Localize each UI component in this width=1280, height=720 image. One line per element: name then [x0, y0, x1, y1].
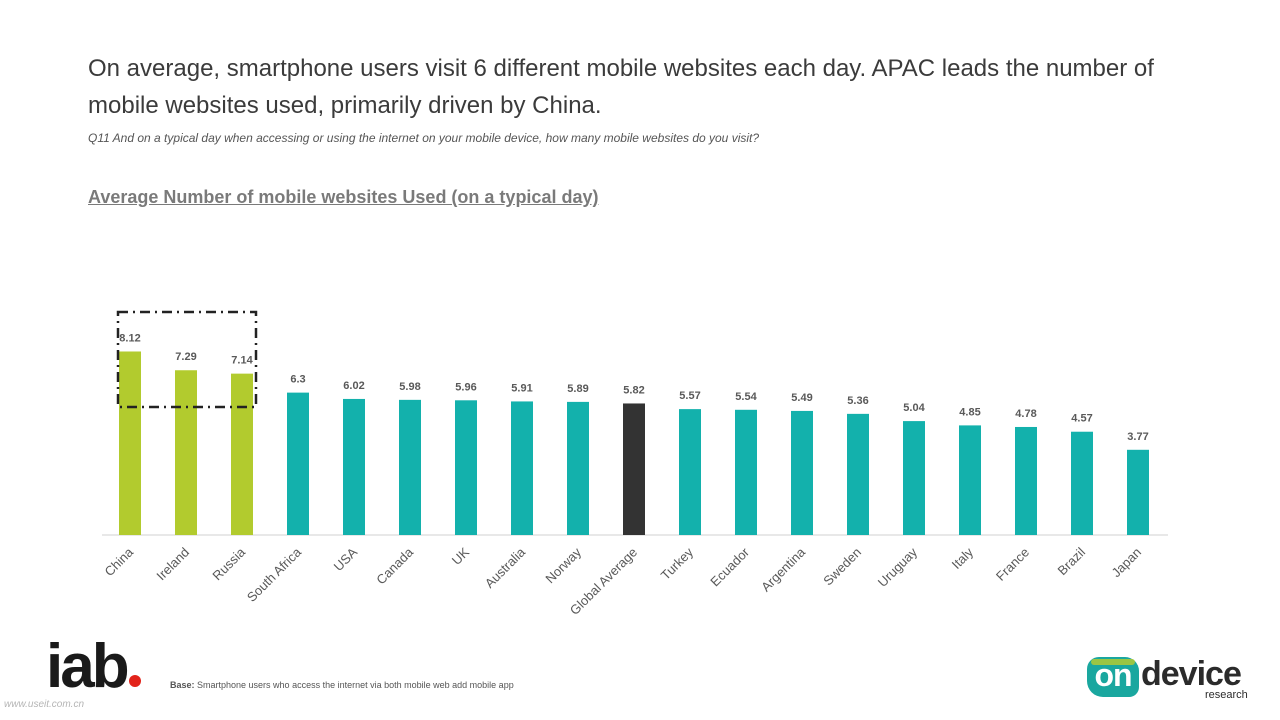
page-headline: On average, smartphone users visit 6 dif… [88, 55, 1154, 119]
bar-uk [455, 400, 477, 535]
category-label-brazil: Brazil [1055, 544, 1089, 578]
iab-logo-dot [128, 675, 141, 687]
data-label-uruguay: 5.04 [903, 402, 925, 414]
bar-norway [567, 401, 589, 535]
base-note: Base: Smartphone users who access the in… [170, 680, 514, 690]
category-label-uk: UK [449, 544, 473, 568]
data-label-global-average: 5.82 [623, 384, 644, 396]
category-label-ecuador: Ecuador [707, 544, 752, 589]
category-label-sweden: Sweden [820, 545, 864, 589]
data-label-turkey: 5.57 [679, 390, 700, 402]
bar-china [119, 351, 141, 535]
watermark: www.useit.com.cn [4, 699, 85, 710]
base-note-text: Smartphone users who access the internet… [194, 680, 514, 690]
data-label-south-africa: 6.3 [290, 374, 305, 386]
bar-ireland [175, 370, 197, 535]
ondevice-logo-badge: on [1087, 657, 1139, 697]
highlight-box [116, 310, 258, 409]
bar-australia [511, 401, 533, 535]
bar-south-africa [287, 392, 309, 535]
data-label-canada: 5.98 [399, 381, 420, 393]
bar-uruguay [903, 421, 925, 535]
bar-argentina [791, 410, 813, 535]
category-label-japan: Japan [1108, 545, 1144, 581]
data-label-italy: 4.85 [959, 406, 980, 418]
survey-question: Q11 And on a typical day when accessing … [88, 131, 760, 145]
category-label-usa: USA [331, 544, 361, 574]
category-label-ireland: Ireland [153, 545, 192, 584]
category-label-italy: Italy [949, 544, 977, 572]
data-label-australia: 5.91 [511, 382, 532, 394]
category-label-russia: Russia [209, 544, 248, 583]
data-label-uk: 5.96 [455, 381, 476, 393]
category-label-canada: Canada [373, 544, 416, 587]
bar-italy [959, 425, 981, 535]
ondevice-research-logo: on device research [1087, 655, 1257, 703]
data-label-brazil: 4.57 [1071, 413, 1092, 425]
category-label-china: China [101, 544, 136, 579]
category-label-uruguay: Uruguay [875, 544, 921, 590]
category-label-argentina: Argentina [758, 544, 809, 595]
category-label-turkey: Turkey [658, 544, 697, 583]
ondevice-logo-word: device [1141, 655, 1242, 693]
iab-logo-text: iab [46, 632, 130, 701]
data-label-japan: 3.77 [1127, 431, 1148, 443]
bar-sweden [847, 413, 869, 535]
bar-russia [231, 373, 253, 535]
chart-title: Average Number of mobile websites Used (… [88, 187, 599, 207]
data-label-ecuador: 5.54 [735, 391, 757, 403]
data-label-china: 8.12 [119, 332, 140, 344]
bar-global-average [623, 403, 645, 535]
iab-logo: iab [46, 636, 141, 698]
bar-turkey [679, 409, 701, 535]
category-label-australia: Australia [482, 544, 529, 591]
data-label-sweden: 5.36 [847, 395, 868, 407]
category-label-france: France [993, 545, 1032, 584]
data-labels: 8.12 7.29 7.14 6.3 6.02 5.98 5.96 5.91 5.89 5.82 5… [119, 332, 1148, 442]
bar-ecuador [735, 409, 757, 535]
category-label-norway: Norway [542, 544, 584, 586]
bar-canada [399, 399, 421, 535]
category-label-south-africa: South Africa [244, 544, 305, 605]
data-label-argentina: 5.49 [791, 392, 812, 404]
data-label-france: 4.78 [1015, 408, 1036, 420]
bar-france [1015, 426, 1037, 535]
data-label-russia: 7.14 [231, 355, 253, 367]
bar-series [119, 351, 1149, 535]
data-label-usa: 6.02 [343, 380, 364, 392]
data-label-norway: 5.89 [567, 383, 588, 395]
data-label-ireland: 7.29 [175, 351, 196, 363]
bar-japan [1127, 449, 1149, 535]
bar-brazil [1071, 431, 1093, 535]
bar-usa [343, 398, 365, 535]
ondevice-logo-research: research [1205, 689, 1248, 701]
base-note-label: Base: [170, 680, 195, 690]
